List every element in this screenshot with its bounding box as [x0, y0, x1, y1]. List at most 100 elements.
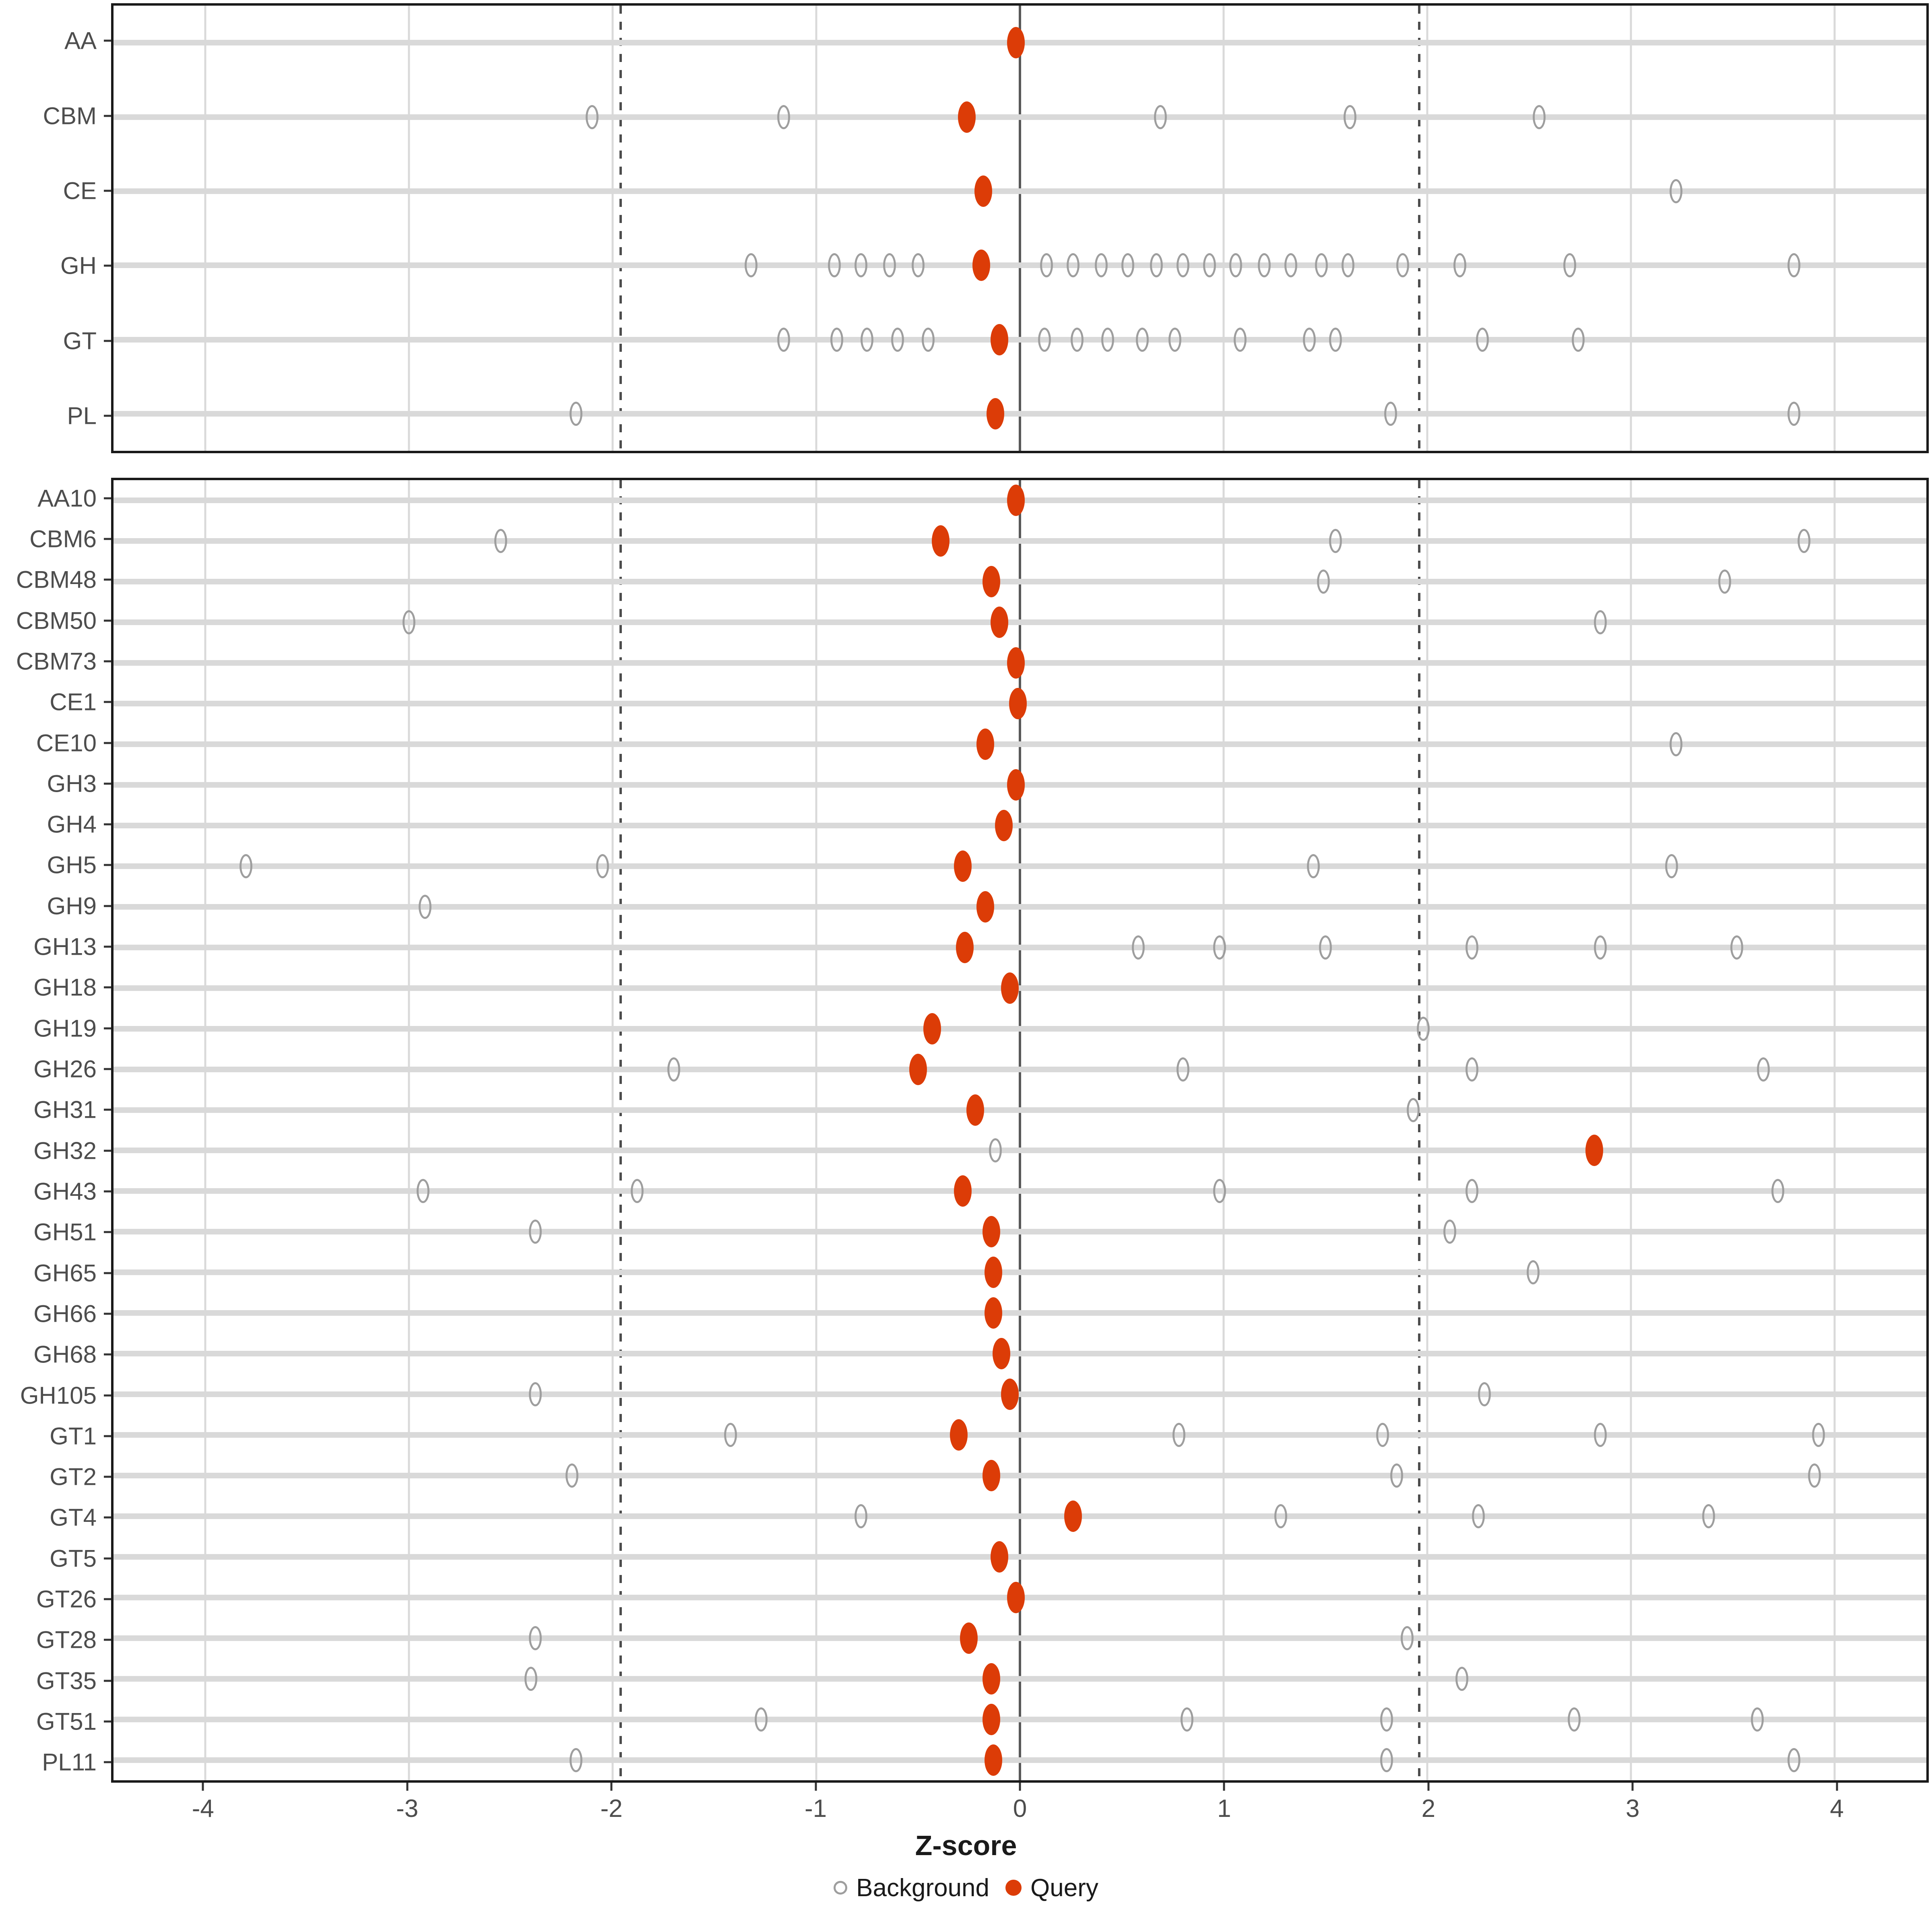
query-point[interactable]: [985, 1297, 1003, 1329]
background-point[interactable]: [1390, 1463, 1404, 1488]
query-point[interactable]: [983, 1459, 1001, 1491]
background-point[interactable]: [1571, 327, 1585, 352]
background-point[interactable]: [1168, 327, 1181, 352]
background-point[interactable]: [1665, 854, 1678, 878]
background-point[interactable]: [922, 327, 935, 352]
query-point[interactable]: [983, 1663, 1001, 1695]
background-point[interactable]: [528, 1220, 542, 1244]
background-point[interactable]: [1176, 253, 1189, 278]
background-point[interactable]: [524, 1666, 538, 1691]
query-point[interactable]: [976, 891, 994, 923]
background-point[interactable]: [1594, 610, 1607, 635]
background-point[interactable]: [1417, 1016, 1430, 1041]
background-point[interactable]: [989, 1138, 1002, 1163]
query-point[interactable]: [1007, 647, 1025, 679]
query-point[interactable]: [1064, 1500, 1082, 1532]
background-point[interactable]: [1302, 327, 1316, 352]
background-point[interactable]: [1307, 854, 1320, 878]
background-point[interactable]: [828, 253, 841, 278]
background-point[interactable]: [1476, 327, 1489, 352]
background-point[interactable]: [1131, 935, 1145, 960]
background-point[interactable]: [1376, 1423, 1389, 1447]
background-point[interactable]: [724, 1423, 737, 1447]
query-point[interactable]: [1585, 1135, 1604, 1166]
query-point[interactable]: [950, 1419, 968, 1451]
background-point[interactable]: [1750, 1707, 1764, 1732]
background-point[interactable]: [1788, 253, 1801, 278]
background-point[interactable]: [1176, 1057, 1189, 1082]
query-point[interactable]: [976, 729, 994, 760]
background-point[interactable]: [1466, 935, 1479, 960]
query-point[interactable]: [1001, 1379, 1019, 1410]
background-point[interactable]: [855, 1504, 868, 1528]
query-point[interactable]: [909, 1053, 927, 1085]
background-point[interactable]: [1229, 253, 1243, 278]
query-point[interactable]: [1009, 688, 1027, 720]
background-point[interactable]: [1150, 253, 1163, 278]
background-point[interactable]: [565, 1463, 578, 1488]
background-point[interactable]: [1274, 1504, 1287, 1528]
background-point[interactable]: [528, 1382, 542, 1407]
background-point[interactable]: [1478, 1382, 1491, 1407]
background-point[interactable]: [1472, 1504, 1485, 1528]
background-point[interactable]: [1213, 1179, 1226, 1203]
query-point[interactable]: [954, 850, 972, 882]
background-point[interactable]: [891, 327, 904, 352]
background-point[interactable]: [1567, 1707, 1581, 1732]
query-point[interactable]: [954, 1175, 972, 1207]
background-point[interactable]: [1038, 327, 1051, 352]
background-point[interactable]: [239, 854, 252, 878]
background-point[interactable]: [1466, 1179, 1479, 1203]
background-point[interactable]: [1453, 253, 1467, 278]
background-point[interactable]: [569, 1748, 582, 1772]
background-point[interactable]: [1180, 1707, 1193, 1732]
query-point[interactable]: [974, 175, 992, 207]
legend-item-query[interactable]: Query: [1005, 1874, 1098, 1902]
background-point[interactable]: [1329, 327, 1342, 352]
background-point[interactable]: [1466, 1057, 1479, 1082]
query-point[interactable]: [1001, 972, 1019, 1004]
background-point[interactable]: [1070, 327, 1084, 352]
background-point[interactable]: [1101, 327, 1114, 352]
background-point[interactable]: [1808, 1463, 1821, 1488]
background-point[interactable]: [1594, 935, 1607, 960]
background-point[interactable]: [1594, 1423, 1607, 1447]
background-point[interactable]: [1154, 105, 1167, 129]
background-point[interactable]: [402, 610, 415, 635]
background-point[interactable]: [586, 105, 599, 129]
background-point[interactable]: [1317, 570, 1330, 594]
background-point[interactable]: [777, 327, 790, 352]
background-point[interactable]: [1066, 253, 1080, 278]
background-point[interactable]: [1771, 1179, 1784, 1203]
query-point[interactable]: [966, 1094, 984, 1126]
query-point[interactable]: [985, 1744, 1003, 1776]
background-point[interactable]: [1718, 570, 1731, 594]
background-point[interactable]: [569, 401, 582, 426]
background-point[interactable]: [1380, 1707, 1393, 1732]
query-point[interactable]: [983, 1216, 1001, 1248]
background-point[interactable]: [1669, 732, 1682, 757]
background-point[interactable]: [1315, 253, 1328, 278]
background-point[interactable]: [494, 529, 507, 553]
background-point[interactable]: [1788, 401, 1801, 426]
background-point[interactable]: [861, 327, 874, 352]
background-point[interactable]: [528, 1626, 542, 1650]
background-point[interactable]: [1172, 1423, 1185, 1447]
query-point[interactable]: [931, 525, 949, 557]
background-point[interactable]: [1798, 529, 1811, 553]
query-point[interactable]: [983, 566, 1001, 598]
background-point[interactable]: [1284, 253, 1298, 278]
background-point[interactable]: [1563, 253, 1577, 278]
background-point[interactable]: [1121, 253, 1135, 278]
query-point[interactable]: [1007, 769, 1025, 801]
background-point[interactable]: [755, 1707, 768, 1732]
query-point[interactable]: [1007, 485, 1025, 516]
query-point[interactable]: [991, 1541, 1009, 1573]
query-point[interactable]: [956, 931, 974, 963]
background-point[interactable]: [667, 1057, 680, 1082]
background-point[interactable]: [1443, 1220, 1456, 1244]
background-point[interactable]: [1319, 935, 1332, 960]
background-point[interactable]: [830, 327, 843, 352]
background-point[interactable]: [1455, 1666, 1469, 1691]
query-point[interactable]: [958, 101, 976, 133]
